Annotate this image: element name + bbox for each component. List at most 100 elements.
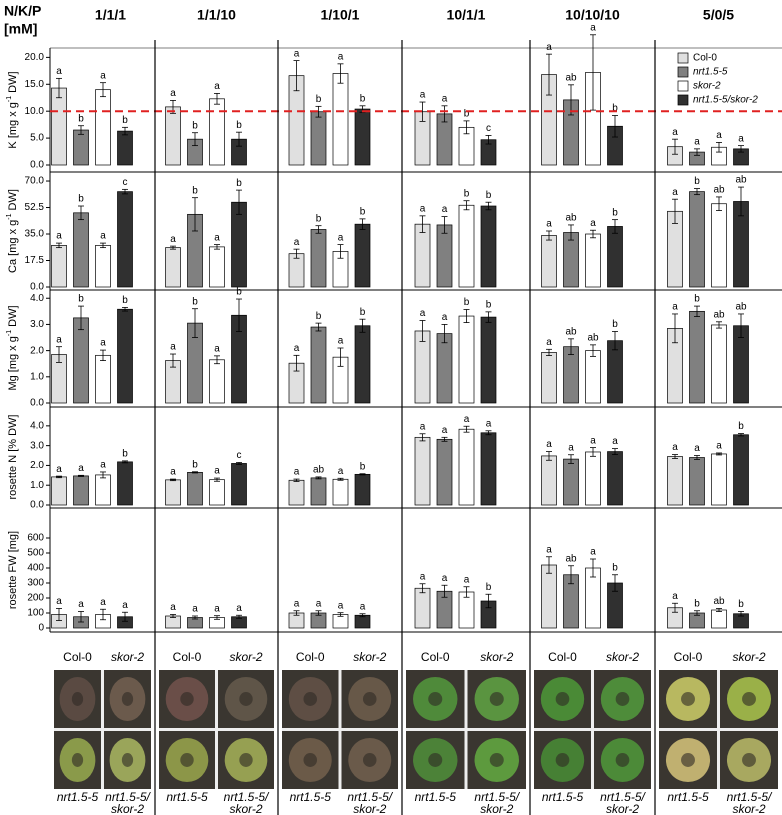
error-bar	[78, 305, 84, 331]
bar	[711, 453, 727, 506]
bar	[231, 201, 247, 288]
error-bar	[100, 349, 106, 361]
error-bar	[590, 34, 596, 111]
error-bar	[441, 216, 448, 234]
significance-letter: a	[442, 573, 448, 584]
significance-letter: a	[56, 464, 62, 475]
significance-letter: a	[56, 596, 62, 607]
significance-letter: b	[694, 176, 700, 187]
bar	[117, 461, 133, 506]
error-bar	[170, 478, 176, 482]
y-tick-label: 4.0	[30, 293, 44, 304]
error-bar	[672, 602, 678, 613]
error-bar	[214, 615, 220, 620]
header-line: N/K/P	[4, 3, 41, 19]
y-tick-label: 35.0	[25, 229, 45, 240]
significance-letter: b	[78, 294, 84, 305]
photo-label: nrt1.5-5/	[105, 790, 151, 804]
bar	[332, 478, 349, 506]
label-sup: -1	[6, 330, 13, 336]
error-bar	[441, 105, 448, 123]
label-sup: -1	[6, 213, 13, 219]
significance-letter: a	[672, 591, 678, 602]
error-bar	[463, 586, 470, 598]
error-bar	[56, 608, 62, 621]
error-bar	[612, 115, 618, 138]
significance-letter: a	[546, 337, 552, 348]
significance-letter: a	[420, 90, 426, 101]
bar	[689, 191, 705, 288]
y-axis-label: Mg [mg x g-1 DW]	[6, 305, 19, 390]
label-text: Mg [mg x g	[7, 336, 19, 390]
significance-letter: ab	[565, 553, 577, 564]
rosette-center	[681, 692, 695, 706]
significance-letter: a	[738, 133, 744, 144]
error-bar	[214, 244, 220, 250]
y-tick-label: 100	[27, 608, 44, 619]
photo-label: skor-2	[229, 802, 262, 815]
photo-label: nrt1.5-5	[415, 790, 457, 804]
y-tick-label: 2.0	[30, 345, 44, 356]
label-unit: DW]	[7, 189, 19, 213]
error-bar	[214, 477, 220, 482]
error-bar	[716, 141, 722, 153]
error-bar	[485, 135, 492, 145]
error-bar	[359, 473, 366, 476]
legend-label: skor-2	[693, 81, 721, 92]
rosette-center	[71, 753, 84, 767]
y-axis-label: Ca [mg x g-1 DW]	[6, 189, 19, 273]
error-bar	[236, 189, 242, 215]
significance-letter: c	[123, 177, 128, 188]
significance-letter: b	[192, 459, 198, 470]
error-bar	[738, 186, 744, 217]
y-tick-label: 2.0	[30, 460, 44, 471]
rosette-center	[239, 692, 253, 706]
bar	[310, 111, 327, 166]
error-bar	[441, 584, 448, 598]
error-bar	[100, 608, 106, 621]
rosette-center	[303, 753, 318, 767]
bar	[733, 434, 749, 506]
significance-letter: a	[100, 338, 106, 349]
significance-letter: a	[590, 547, 596, 558]
significance-letter: ab	[735, 302, 747, 313]
significance-letter: b	[486, 299, 492, 310]
bar	[711, 609, 727, 629]
y-tick-label: 52.5	[25, 202, 45, 213]
significance-letter: b	[612, 207, 618, 218]
bar	[541, 455, 557, 506]
bar	[73, 317, 89, 404]
significance-letter: a	[294, 343, 300, 354]
significance-letter: a	[338, 51, 344, 62]
bar	[563, 232, 579, 288]
bar	[165, 247, 181, 288]
error-bar	[694, 455, 700, 460]
photo-label: nrt1.5-5/	[727, 790, 773, 804]
legend-swatch	[677, 94, 689, 106]
photo-label: skor-2	[606, 650, 639, 664]
significance-letter: a	[170, 234, 176, 245]
error-bar	[214, 355, 220, 365]
bar	[541, 564, 557, 629]
bar	[414, 223, 431, 288]
error-bar	[293, 354, 300, 372]
error-bar	[78, 205, 84, 221]
significance-letter: b	[486, 582, 492, 593]
error-bar	[359, 613, 366, 618]
condition-label: 5/0/5	[703, 7, 734, 23]
y-tick-label: 0.0	[30, 160, 44, 171]
significance-letter: a	[442, 204, 448, 215]
bar	[585, 233, 601, 288]
significance-letter: ab	[565, 72, 577, 83]
error-bar	[192, 197, 198, 232]
significance-letter: a	[100, 231, 106, 242]
bar	[480, 432, 497, 506]
rosette-center	[742, 692, 756, 706]
bar	[480, 316, 497, 404]
y-tick-label: 600	[27, 533, 44, 544]
error-bar	[122, 188, 128, 195]
error-bar	[315, 322, 322, 332]
photo-label: nrt1.5-5/	[224, 790, 270, 804]
error-bar	[315, 225, 322, 234]
